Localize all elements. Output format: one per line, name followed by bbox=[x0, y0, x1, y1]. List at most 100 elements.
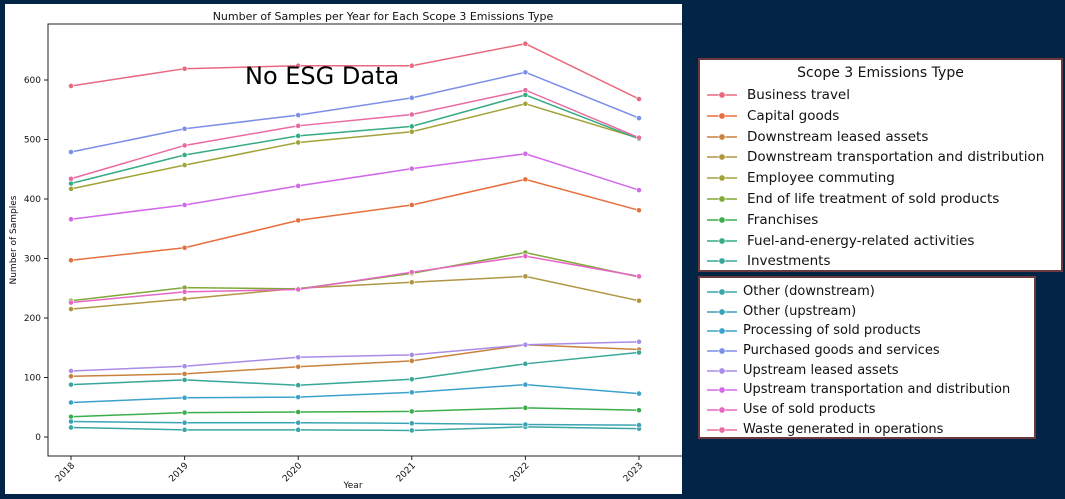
data-point bbox=[522, 100, 529, 107]
data-point bbox=[181, 202, 188, 208]
chart-title: Number of Samples per Year for Each Scop… bbox=[213, 10, 554, 23]
data-point bbox=[636, 297, 642, 304]
data-point bbox=[181, 152, 188, 158]
data-point bbox=[636, 207, 642, 214]
data-point bbox=[68, 368, 74, 374]
data-point bbox=[408, 389, 415, 396]
series-line bbox=[70, 153, 640, 220]
data-point bbox=[68, 381, 74, 388]
series-line bbox=[70, 89, 640, 180]
data-point bbox=[181, 363, 188, 370]
data-point bbox=[408, 351, 415, 358]
data-point bbox=[522, 421, 529, 428]
x-tick-label: 2023 bbox=[622, 461, 645, 484]
data-point bbox=[295, 419, 302, 426]
legend-item: End of life treatment of sold products bbox=[700, 189, 1061, 210]
data-point bbox=[636, 273, 642, 280]
data-point bbox=[408, 427, 415, 434]
data-point bbox=[636, 422, 642, 428]
data-point bbox=[295, 183, 302, 189]
legend-swatch bbox=[707, 237, 737, 245]
data-point bbox=[68, 185, 74, 192]
legend-label: Investments bbox=[747, 253, 831, 270]
legend-item: Fuel-and-energy-related activities bbox=[700, 231, 1061, 252]
data-point bbox=[295, 382, 302, 389]
legend-swatch bbox=[707, 91, 737, 99]
legend-label: Employee commuting bbox=[747, 170, 895, 187]
legend-swatch bbox=[707, 308, 737, 316]
legend-label: Waste generated in operations bbox=[743, 421, 944, 437]
legend-item: Upstream leased assets bbox=[700, 361, 1034, 381]
data-point bbox=[295, 409, 302, 415]
data-point bbox=[636, 134, 642, 141]
legend-box-2: Other (downstream) Other (upstream) Proces… bbox=[698, 276, 1036, 439]
data-point bbox=[408, 165, 415, 172]
series-line bbox=[70, 103, 640, 190]
x-tick-label: 2022 bbox=[508, 461, 531, 484]
x-tick-label: 2019 bbox=[167, 461, 190, 484]
data-point bbox=[181, 142, 188, 149]
legend-item: Other (downstream) bbox=[700, 282, 1034, 302]
data-point bbox=[68, 373, 74, 380]
data-point bbox=[68, 83, 74, 89]
data-point bbox=[522, 360, 529, 367]
data-point bbox=[522, 87, 529, 94]
legend-label: Fuel-and-energy-related activities bbox=[747, 232, 975, 249]
data-point bbox=[68, 413, 74, 420]
legend-swatch bbox=[707, 288, 737, 296]
data-point bbox=[181, 376, 188, 383]
series-line bbox=[70, 42, 640, 100]
legend-item: Employee commuting bbox=[700, 168, 1061, 189]
series-line bbox=[70, 178, 640, 262]
series-line bbox=[70, 94, 640, 185]
series-line bbox=[70, 251, 640, 302]
data-point bbox=[68, 418, 74, 425]
data-point bbox=[295, 112, 302, 119]
data-point bbox=[181, 409, 188, 416]
legend-swatch bbox=[707, 153, 737, 161]
data-point bbox=[522, 69, 529, 76]
legend-label: Purchased goods and services bbox=[743, 343, 940, 359]
legend-swatch bbox=[707, 386, 737, 394]
data-point bbox=[522, 253, 529, 260]
data-point bbox=[522, 381, 529, 388]
data-point bbox=[636, 115, 642, 121]
data-point bbox=[408, 269, 415, 276]
series-line bbox=[70, 351, 640, 386]
data-point bbox=[408, 128, 415, 135]
legend-swatch bbox=[707, 216, 737, 224]
data-point bbox=[522, 404, 529, 411]
legend-label: Use of sold products bbox=[743, 402, 876, 418]
legend-swatch bbox=[707, 112, 737, 120]
data-point bbox=[636, 390, 642, 397]
series-line bbox=[70, 426, 640, 432]
series-line bbox=[70, 255, 640, 304]
data-point bbox=[636, 96, 642, 102]
data-point bbox=[636, 187, 642, 193]
y-tick-label: 200 bbox=[24, 314, 41, 324]
y-tick-label: 100 bbox=[24, 374, 41, 384]
data-point bbox=[68, 306, 74, 312]
data-point bbox=[181, 394, 188, 401]
legend-swatch bbox=[707, 347, 737, 355]
legend-item: Upstream transportation and distribution bbox=[700, 380, 1034, 400]
legend-label: Other (upstream) bbox=[743, 303, 857, 319]
legend-item: Downstream leased assets bbox=[700, 127, 1061, 148]
legend-label: Upstream leased assets bbox=[743, 362, 899, 378]
legend-label: Downstream transportation and distributi… bbox=[747, 149, 1045, 166]
series-line bbox=[70, 407, 640, 418]
legend-swatch bbox=[707, 257, 737, 265]
data-point bbox=[181, 244, 188, 251]
data-point bbox=[181, 65, 188, 72]
data-point bbox=[408, 62, 415, 69]
legend-title: Scope 3 Emissions Type bbox=[797, 65, 964, 81]
legend-item: Franchises bbox=[700, 210, 1061, 231]
data-point bbox=[295, 217, 302, 224]
data-point bbox=[522, 40, 529, 47]
y-axis-label: Number of Samples bbox=[9, 195, 19, 284]
data-point bbox=[181, 296, 188, 302]
data-point bbox=[408, 279, 415, 286]
data-point bbox=[181, 288, 188, 295]
legend-item: Processing of sold products bbox=[700, 321, 1034, 341]
data-point bbox=[295, 133, 302, 139]
